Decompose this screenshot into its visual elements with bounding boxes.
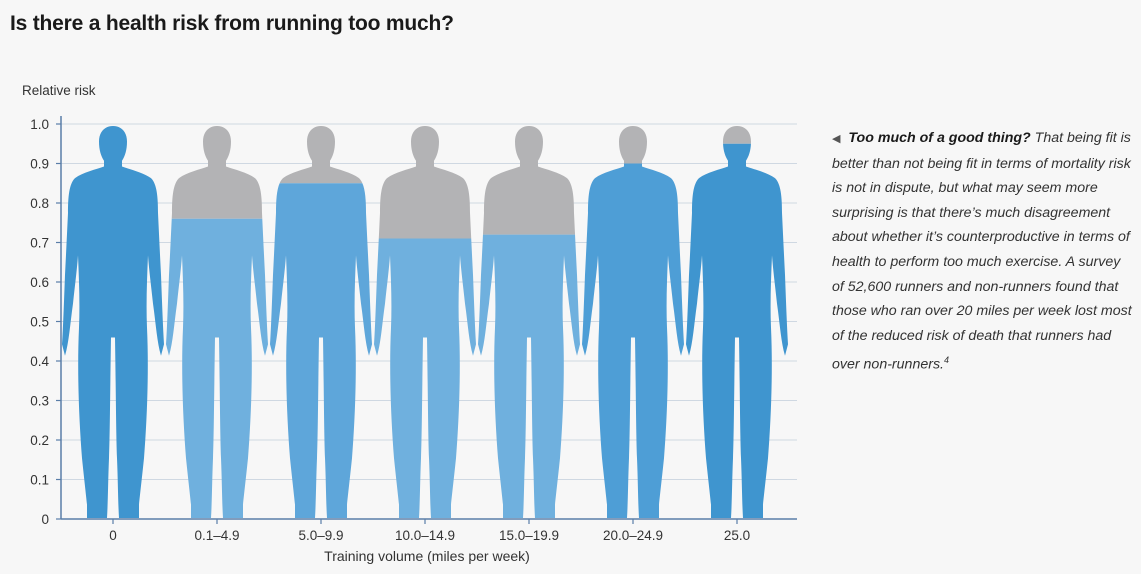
x-tick-label: 5.0–9.9 [298, 528, 343, 543]
y-tick-label: 0.3 [30, 394, 49, 409]
y-tick-label: 0.8 [30, 196, 49, 211]
y-tick-label: 0.2 [30, 433, 49, 448]
x-axis-label: Training volume (miles per week) [324, 548, 530, 564]
x-tick-label: 10.0–14.9 [395, 528, 455, 543]
arrow-left-icon: ◀ [832, 133, 841, 145]
y-tick-label: 0.6 [30, 275, 49, 290]
sidebar-note: ◀ Too much of a good thing? That being f… [832, 126, 1132, 378]
chart-title: Is there a health risk from running too … [10, 12, 454, 35]
y-tick-label: 1.0 [30, 117, 49, 132]
y-tick-label: 0.9 [30, 157, 49, 172]
chart: 0 0.1 0.2 0.3 0.4 0.5 0.6 0.7 0.8 0.9 1.0 0 0.1–4.9 5… [22, 83, 797, 564]
y-tick-label: 0.4 [30, 354, 49, 369]
body-figures [62, 126, 788, 518]
y-axis-label: Relative risk [22, 83, 96, 98]
x-tick-label: 20.0–24.9 [603, 528, 663, 543]
x-tick-label: 15.0–19.9 [499, 528, 559, 543]
note-footnote: 4 [943, 355, 949, 366]
y-tick-label: 0.5 [30, 315, 49, 330]
x-tick-label: 25.0 [724, 528, 750, 543]
y-tick-label: 0 [41, 512, 49, 527]
y-tick-label: 0.1 [30, 473, 49, 488]
note-body: That being fit is better than not being … [832, 130, 1132, 374]
x-tick-label: 0.1–4.9 [194, 528, 239, 543]
axes: 0 0.1 0.2 0.3 0.4 0.5 0.6 0.7 0.8 0.9 1.0 0 0.1–4.9 5… [30, 116, 797, 543]
x-tick-label: 0 [109, 528, 117, 543]
note-lead: Too much of a good thing? [848, 130, 1031, 146]
y-tick-label: 0.7 [30, 236, 49, 251]
